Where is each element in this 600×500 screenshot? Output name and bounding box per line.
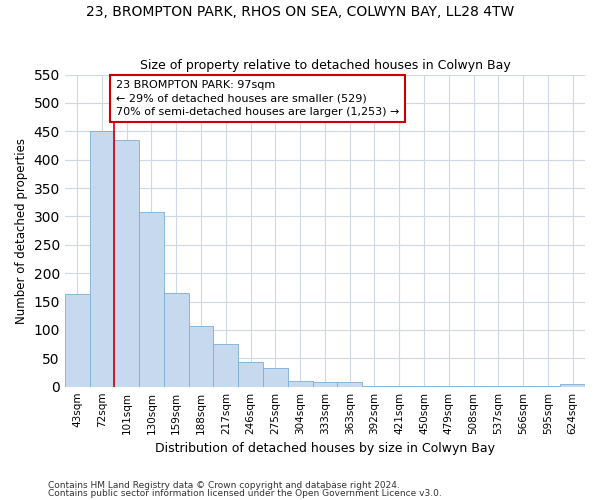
Bar [139, 212, 164, 386]
Bar [164, 293, 188, 386]
Bar [238, 362, 263, 386]
Bar [188, 326, 214, 386]
Bar [214, 344, 238, 387]
Text: 23 BROMPTON PARK: 97sqm
← 29% of detached houses are smaller (529)
70% of semi-d: 23 BROMPTON PARK: 97sqm ← 29% of detache… [116, 80, 399, 116]
Bar [337, 382, 362, 386]
X-axis label: Distribution of detached houses by size in Colwyn Bay: Distribution of detached houses by size … [155, 442, 495, 455]
Bar [115, 140, 139, 386]
Text: Contains HM Land Registry data © Crown copyright and database right 2024.: Contains HM Land Registry data © Crown c… [48, 480, 400, 490]
Bar [65, 294, 89, 386]
Y-axis label: Number of detached properties: Number of detached properties [15, 138, 28, 324]
Text: Contains public sector information licensed under the Open Government Licence v3: Contains public sector information licen… [48, 489, 442, 498]
Bar [313, 382, 337, 386]
Bar [89, 132, 115, 386]
Text: 23, BROMPTON PARK, RHOS ON SEA, COLWYN BAY, LL28 4TW: 23, BROMPTON PARK, RHOS ON SEA, COLWYN B… [86, 5, 514, 19]
Bar [560, 384, 585, 386]
Bar [288, 381, 313, 386]
Bar [263, 368, 288, 386]
Title: Size of property relative to detached houses in Colwyn Bay: Size of property relative to detached ho… [140, 59, 510, 72]
